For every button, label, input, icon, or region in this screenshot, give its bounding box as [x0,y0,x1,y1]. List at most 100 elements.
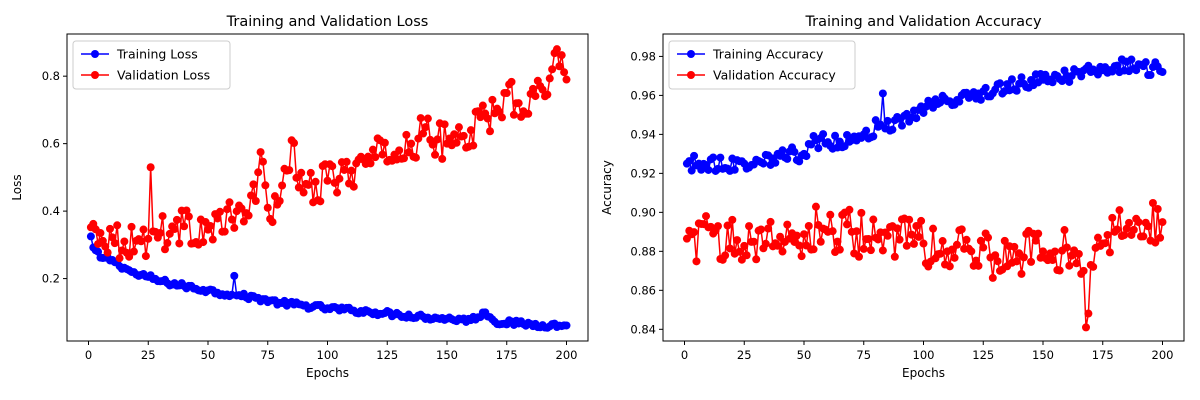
data-point [854,252,863,261]
data-point [790,147,799,156]
data-point [859,244,868,253]
data-point [230,223,239,232]
legend-marker [91,71,99,79]
y-tick-label: 0.90 [630,205,656,219]
data-point [864,234,873,243]
y-tick-label: 0.8 [42,69,60,83]
data-point [766,217,775,226]
data-point [713,222,722,231]
chart-title: Training and Validation Accuracy [804,14,1042,30]
data-point [869,215,878,224]
data-point [1158,218,1167,227]
data-point [1027,257,1036,266]
data-point [828,227,837,236]
data-point [974,261,983,270]
data-point [1060,226,1069,235]
data-point [1115,206,1124,215]
data-point [1074,249,1083,258]
data-point [371,153,380,162]
legend-marker [687,50,695,58]
legend-label: Validation Accuracy [713,68,836,83]
data-point [866,246,875,255]
data-point [902,241,911,250]
data-point [227,215,236,224]
y-tick-label: 0.94 [630,127,656,141]
data-point [137,237,146,246]
data-point [938,237,947,246]
y-tick-label: 0.4 [42,204,60,218]
data-point [552,45,561,54]
data-point [733,236,742,245]
data-point [833,237,842,246]
data-point [883,116,892,125]
data-point [239,217,248,226]
data-point [368,145,377,154]
data-point [690,151,699,160]
legend-item: Validation Loss [81,68,210,83]
data-point [452,138,461,147]
data-point [895,235,904,244]
x-tick-label: 100 [317,348,339,362]
data-point [299,188,308,197]
data-point [716,153,725,162]
data-point [340,165,349,174]
data-point [292,173,301,182]
data-point [423,114,432,123]
x-tick-label: 200 [556,348,578,362]
data-point [509,110,518,119]
data-point [749,237,758,246]
x-tick-label: 75 [260,348,275,362]
data-point [1127,55,1136,64]
data-point [728,215,737,224]
data-point [421,123,430,132]
data-point [1039,247,1047,256]
data-point [139,225,148,234]
data-point [874,235,883,244]
x-tick-label: 75 [856,348,871,362]
data-point [919,239,928,248]
x-axis-label: Epochs [902,366,945,380]
data-point [1012,257,1021,266]
data-point [945,262,954,271]
data-point [223,205,232,214]
data-point [290,139,299,148]
data-point [816,237,825,246]
data-point [702,212,711,221]
data-point [440,120,449,129]
legend-box [668,40,856,90]
data-point [249,180,258,189]
data-point [96,229,105,238]
data-point [919,108,928,117]
data-point [1007,75,1016,84]
y-tick-label: 0.98 [630,49,656,63]
series-training-accuracy [682,55,1167,175]
data-point [1105,248,1114,257]
y-tick-label: 0.2 [42,272,60,286]
data-point [258,157,267,166]
data-point [531,92,540,101]
data-point [1103,230,1112,239]
data-point [538,85,547,94]
data-point [912,222,921,231]
chart-title: Training and Validation Loss [226,14,429,30]
data-point [687,166,696,175]
data-point [323,176,332,185]
x-tick-label: 200 [1152,348,1174,362]
data-point [1146,71,1155,79]
x-tick-label: 50 [797,348,812,362]
data-point [735,247,744,256]
y-axis-label: Loss [10,174,24,200]
data-point [778,247,787,256]
data-point [1101,239,1110,248]
data-point [725,244,734,253]
data-point [543,90,552,99]
data-point [1148,199,1157,207]
data-point [1000,236,1009,245]
data-point [548,65,557,74]
data-point [170,225,179,234]
data-point [890,252,899,261]
data-point [483,114,492,123]
data-point [936,249,945,258]
data-point [797,252,806,261]
data-point [773,241,782,250]
